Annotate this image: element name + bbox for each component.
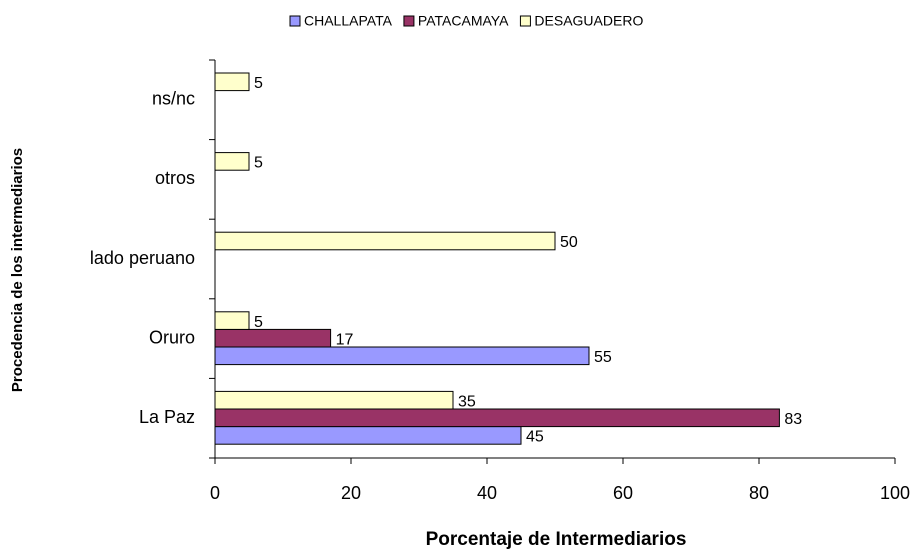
y-axis-title: Procedencia de los intermediarios: [9, 148, 26, 392]
legend-label: DESAGUADERO: [534, 13, 643, 29]
value-label: 83: [784, 411, 802, 428]
value-label: 5: [254, 314, 263, 331]
bar: [214, 152, 250, 171]
bar: [214, 346, 590, 366]
x-axis-title: Porcentaje de Intermediarios: [426, 529, 687, 550]
bar: [214, 390, 454, 410]
legend-swatch: [289, 15, 301, 27]
value-label: 5: [254, 155, 263, 172]
legend-swatch: [403, 15, 415, 27]
bar: [214, 72, 250, 92]
legend-swatch: [519, 15, 531, 27]
value-label: 50: [560, 234, 578, 251]
bar: [214, 426, 522, 445]
bar: [214, 328, 332, 348]
x-tick-label: 40: [477, 483, 497, 503]
bar: [214, 231, 556, 251]
y-tick-label: Oruro: [149, 327, 195, 347]
bar: [214, 408, 780, 428]
legend-label: PATACAMAYA: [418, 13, 509, 29]
x-tick-label: 0: [210, 483, 220, 503]
value-label: 55: [594, 349, 612, 366]
value-label: 35: [458, 393, 476, 410]
y-tick-label: La Paz: [139, 407, 195, 427]
y-tick-label: otros: [155, 168, 195, 188]
y-tick-label: lado peruano: [90, 248, 195, 268]
legend-label: CHALLAPATA: [304, 13, 393, 29]
value-label: 5: [254, 75, 263, 92]
x-tick-label: 80: [749, 483, 769, 503]
value-label: 17: [336, 331, 354, 348]
x-tick-label: 100: [880, 483, 910, 503]
x-tick-label: 60: [613, 483, 633, 503]
y-tick-label: ns/nc: [152, 89, 195, 109]
x-tick-label: 20: [341, 483, 361, 503]
bar: [214, 311, 250, 330]
value-label: 45: [526, 429, 544, 446]
